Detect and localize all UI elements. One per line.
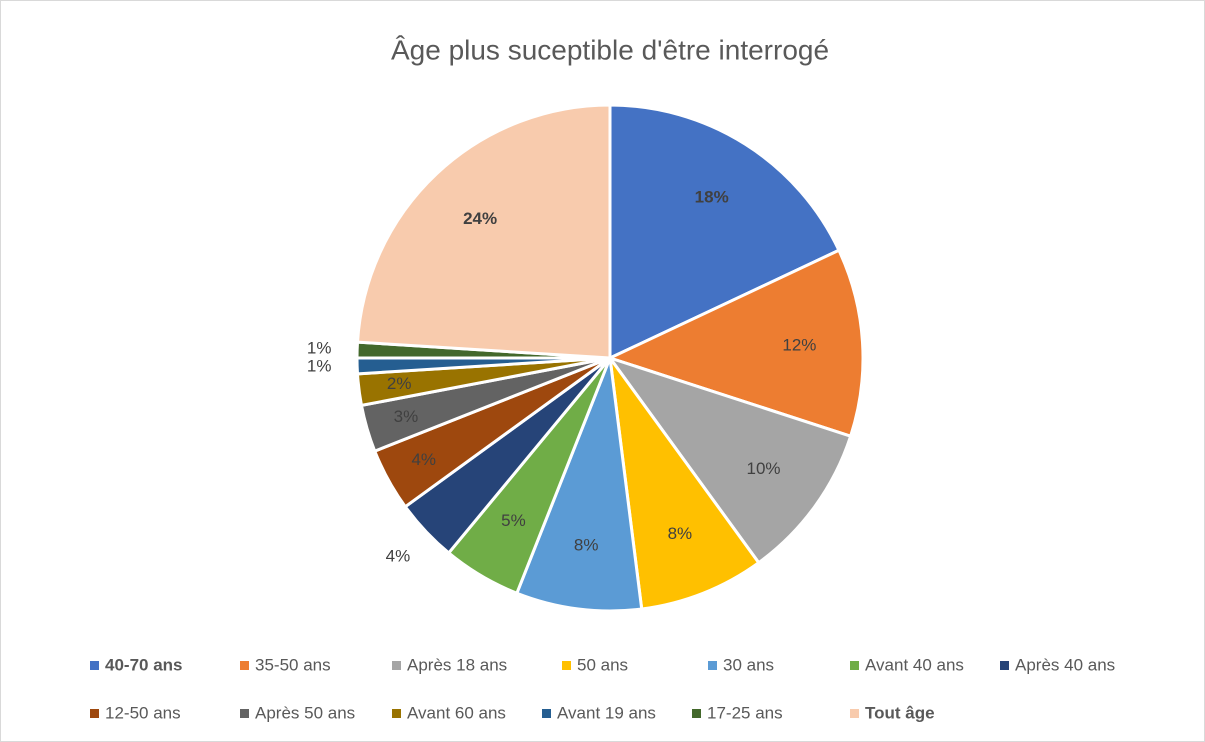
chart-title: Âge plus suceptible d'être interrogé — [391, 34, 829, 65]
data-label: 4% — [411, 450, 436, 469]
legend-label: 50 ans — [577, 655, 628, 674]
data-label: 4% — [386, 547, 411, 566]
data-label: 8% — [574, 536, 599, 555]
legend-label: Avant 40 ans — [865, 655, 964, 674]
legend-label: Après 50 ans — [255, 703, 355, 722]
pie-slice — [514, 357, 644, 613]
legend-swatch — [392, 661, 401, 670]
data-label: 12% — [782, 336, 816, 355]
data-label: 1% — [307, 338, 332, 357]
pie-slice — [605, 248, 865, 439]
data-label: 1% — [307, 357, 332, 376]
pie-slice — [606, 355, 853, 565]
legend-label: 35-50 ans — [255, 655, 331, 674]
data-label: 24% — [463, 209, 497, 228]
legend-label: 12-50 ans — [105, 703, 181, 722]
data-label: 18% — [695, 187, 729, 206]
legend-swatch — [90, 709, 99, 718]
legend-label: 40-70 ans — [105, 655, 183, 674]
legend-swatch — [850, 709, 859, 718]
data-label: 3% — [394, 407, 419, 426]
data-label: 5% — [501, 511, 526, 530]
legend-swatch — [708, 661, 717, 670]
data-label: 10% — [746, 459, 780, 478]
legend-swatch — [392, 709, 401, 718]
legend-label: Après 18 ans — [407, 655, 507, 674]
legend-swatch — [90, 661, 99, 670]
legend-swatch — [1000, 661, 1009, 670]
legend-label: 17-25 ans — [707, 703, 783, 722]
pie-slice — [608, 357, 761, 611]
legend-swatch — [562, 661, 571, 670]
legend-label: Avant 60 ans — [407, 703, 506, 722]
legend-swatch — [850, 661, 859, 670]
legend-label: Après 40 ans — [1015, 655, 1115, 674]
legend-label: Tout âge — [865, 703, 935, 722]
data-label: 2% — [387, 374, 412, 393]
data-label: 8% — [668, 524, 693, 543]
legend-label: Avant 19 ans — [557, 703, 656, 722]
legend-swatch — [542, 709, 551, 718]
legend-swatch — [692, 709, 701, 718]
legend-label: 30 ans — [723, 655, 774, 674]
legend-swatch — [240, 661, 249, 670]
pie-slice — [355, 103, 612, 360]
pie-slice — [608, 103, 841, 361]
legend-swatch — [240, 709, 249, 718]
